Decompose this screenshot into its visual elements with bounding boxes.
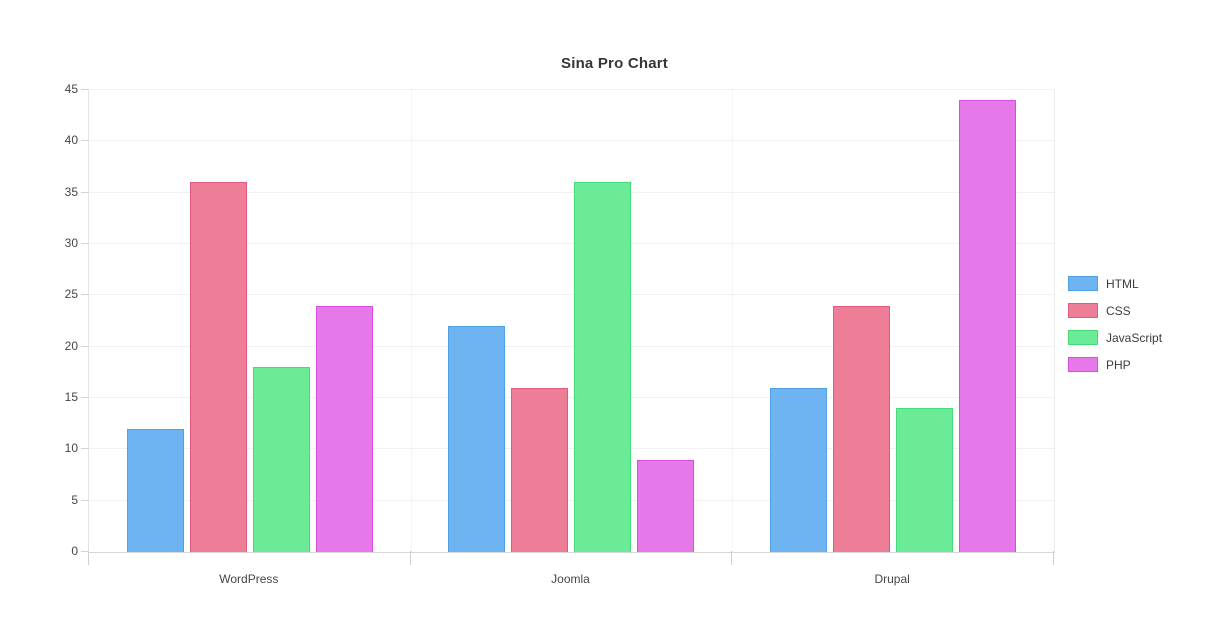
bar-javascript-wordpress[interactable] — [252, 367, 310, 552]
legend-label: JavaScript — [1106, 330, 1163, 345]
y-tick-mark — [81, 345, 88, 347]
y-tick-label: 20 — [64, 338, 78, 353]
plot-area — [88, 89, 1055, 553]
y-tick-mark — [81, 294, 88, 296]
bar-css-drupal[interactable] — [833, 305, 891, 552]
bar-javascript-drupal[interactable] — [896, 408, 954, 552]
bar-html-joomla[interactable] — [448, 326, 506, 552]
bar-css-joomla[interactable] — [511, 387, 569, 552]
y-tick-label: 35 — [64, 184, 78, 199]
legend-label: HTML — [1106, 276, 1139, 291]
y-tick-mark — [81, 499, 88, 501]
x-tick-mark — [1053, 551, 1054, 565]
y-tick-mark — [81, 140, 88, 142]
legend-swatch-css — [1068, 303, 1098, 318]
legend-item-html[interactable]: HTML — [1068, 276, 1162, 291]
y-tick-label: 25 — [64, 287, 78, 302]
y-tick-mark — [81, 448, 88, 450]
legend-label: PHP — [1106, 357, 1131, 372]
y-tick-label: 10 — [64, 441, 78, 456]
y-tick-label: 30 — [64, 236, 78, 250]
y-tick-mark — [81, 243, 88, 244]
x-tick-mark — [409, 551, 411, 565]
y-tick-label: 15 — [64, 390, 78, 404]
bar-group-drupal — [732, 90, 1054, 552]
y-tick-mark — [81, 191, 88, 193]
y-tick-label: 40 — [64, 133, 78, 148]
legend-swatch-html — [1068, 276, 1098, 291]
y-tick-mark — [81, 89, 88, 90]
bar-group-wordpress — [89, 90, 411, 552]
y-tick-label: 5 — [71, 492, 78, 507]
bar-html-wordpress[interactable] — [126, 428, 184, 552]
x-tick-mark — [88, 551, 89, 565]
legend-label: CSS — [1106, 303, 1131, 318]
y-tick-label: 0 — [71, 544, 78, 558]
y-tick-label: 45 — [64, 82, 78, 96]
legend-swatch-php — [1068, 357, 1098, 372]
x-category-label: WordPress — [219, 572, 279, 586]
bar-php-drupal[interactable] — [959, 100, 1017, 552]
x-category-label: Drupal — [874, 572, 910, 586]
bar-css-wordpress[interactable] — [189, 182, 247, 552]
bar-php-joomla[interactable] — [637, 459, 695, 552]
bar-javascript-joomla[interactable] — [574, 182, 632, 552]
y-tick-mark — [81, 397, 88, 398]
legend-item-javascript[interactable]: JavaScript — [1068, 330, 1162, 345]
legend: HTML CSS JavaScript PHP — [1068, 276, 1162, 384]
chart-title: Sina Pro Chart — [561, 55, 668, 72]
x-tick-mark — [731, 551, 733, 565]
bar-html-drupal[interactable] — [770, 387, 828, 552]
legend-item-css[interactable]: CSS — [1068, 303, 1162, 318]
bar-group-joomla — [411, 90, 733, 552]
bar-php-wordpress[interactable] — [315, 305, 373, 552]
x-category-label: Joomla — [551, 572, 590, 586]
legend-item-php[interactable]: PHP — [1068, 357, 1162, 372]
y-tick-mark — [81, 551, 88, 552]
legend-swatch-javascript — [1068, 330, 1098, 345]
